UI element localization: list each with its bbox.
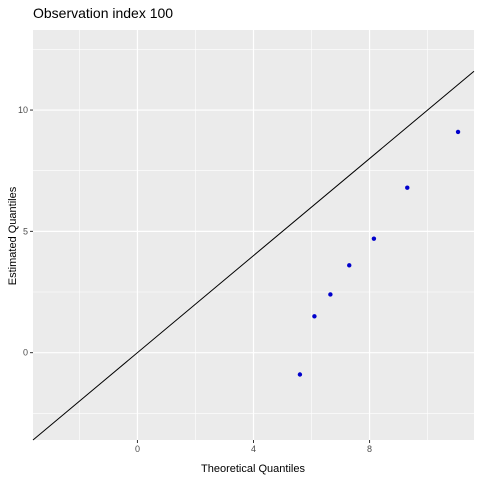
x-axis-ticks: 0 4 8 [135,440,372,454]
y-tick-label: 10 [18,105,28,115]
x-axis-title: Theoretical Quantiles [201,463,305,475]
data-point [312,314,317,319]
x-tick-label: 8 [367,444,372,454]
y-tick-label: 5 [23,226,28,236]
data-points [297,129,461,377]
x-tick-label: 0 [135,444,140,454]
data-point [328,292,333,297]
reference-line [32,70,475,441]
data-point [297,372,303,377]
x-tick-label: 4 [251,444,256,454]
data-point [455,129,461,135]
data-point [347,263,352,268]
data-point [405,185,410,190]
data-point [371,236,377,241]
y-axis-title: Estimated Quantiles [7,186,19,285]
y-tick-label: 0 [23,348,28,358]
y-axis-ticks: 0 5 10 [18,105,33,358]
major-gridlines [33,30,474,440]
chart-title: Observation index 100 [33,5,173,21]
